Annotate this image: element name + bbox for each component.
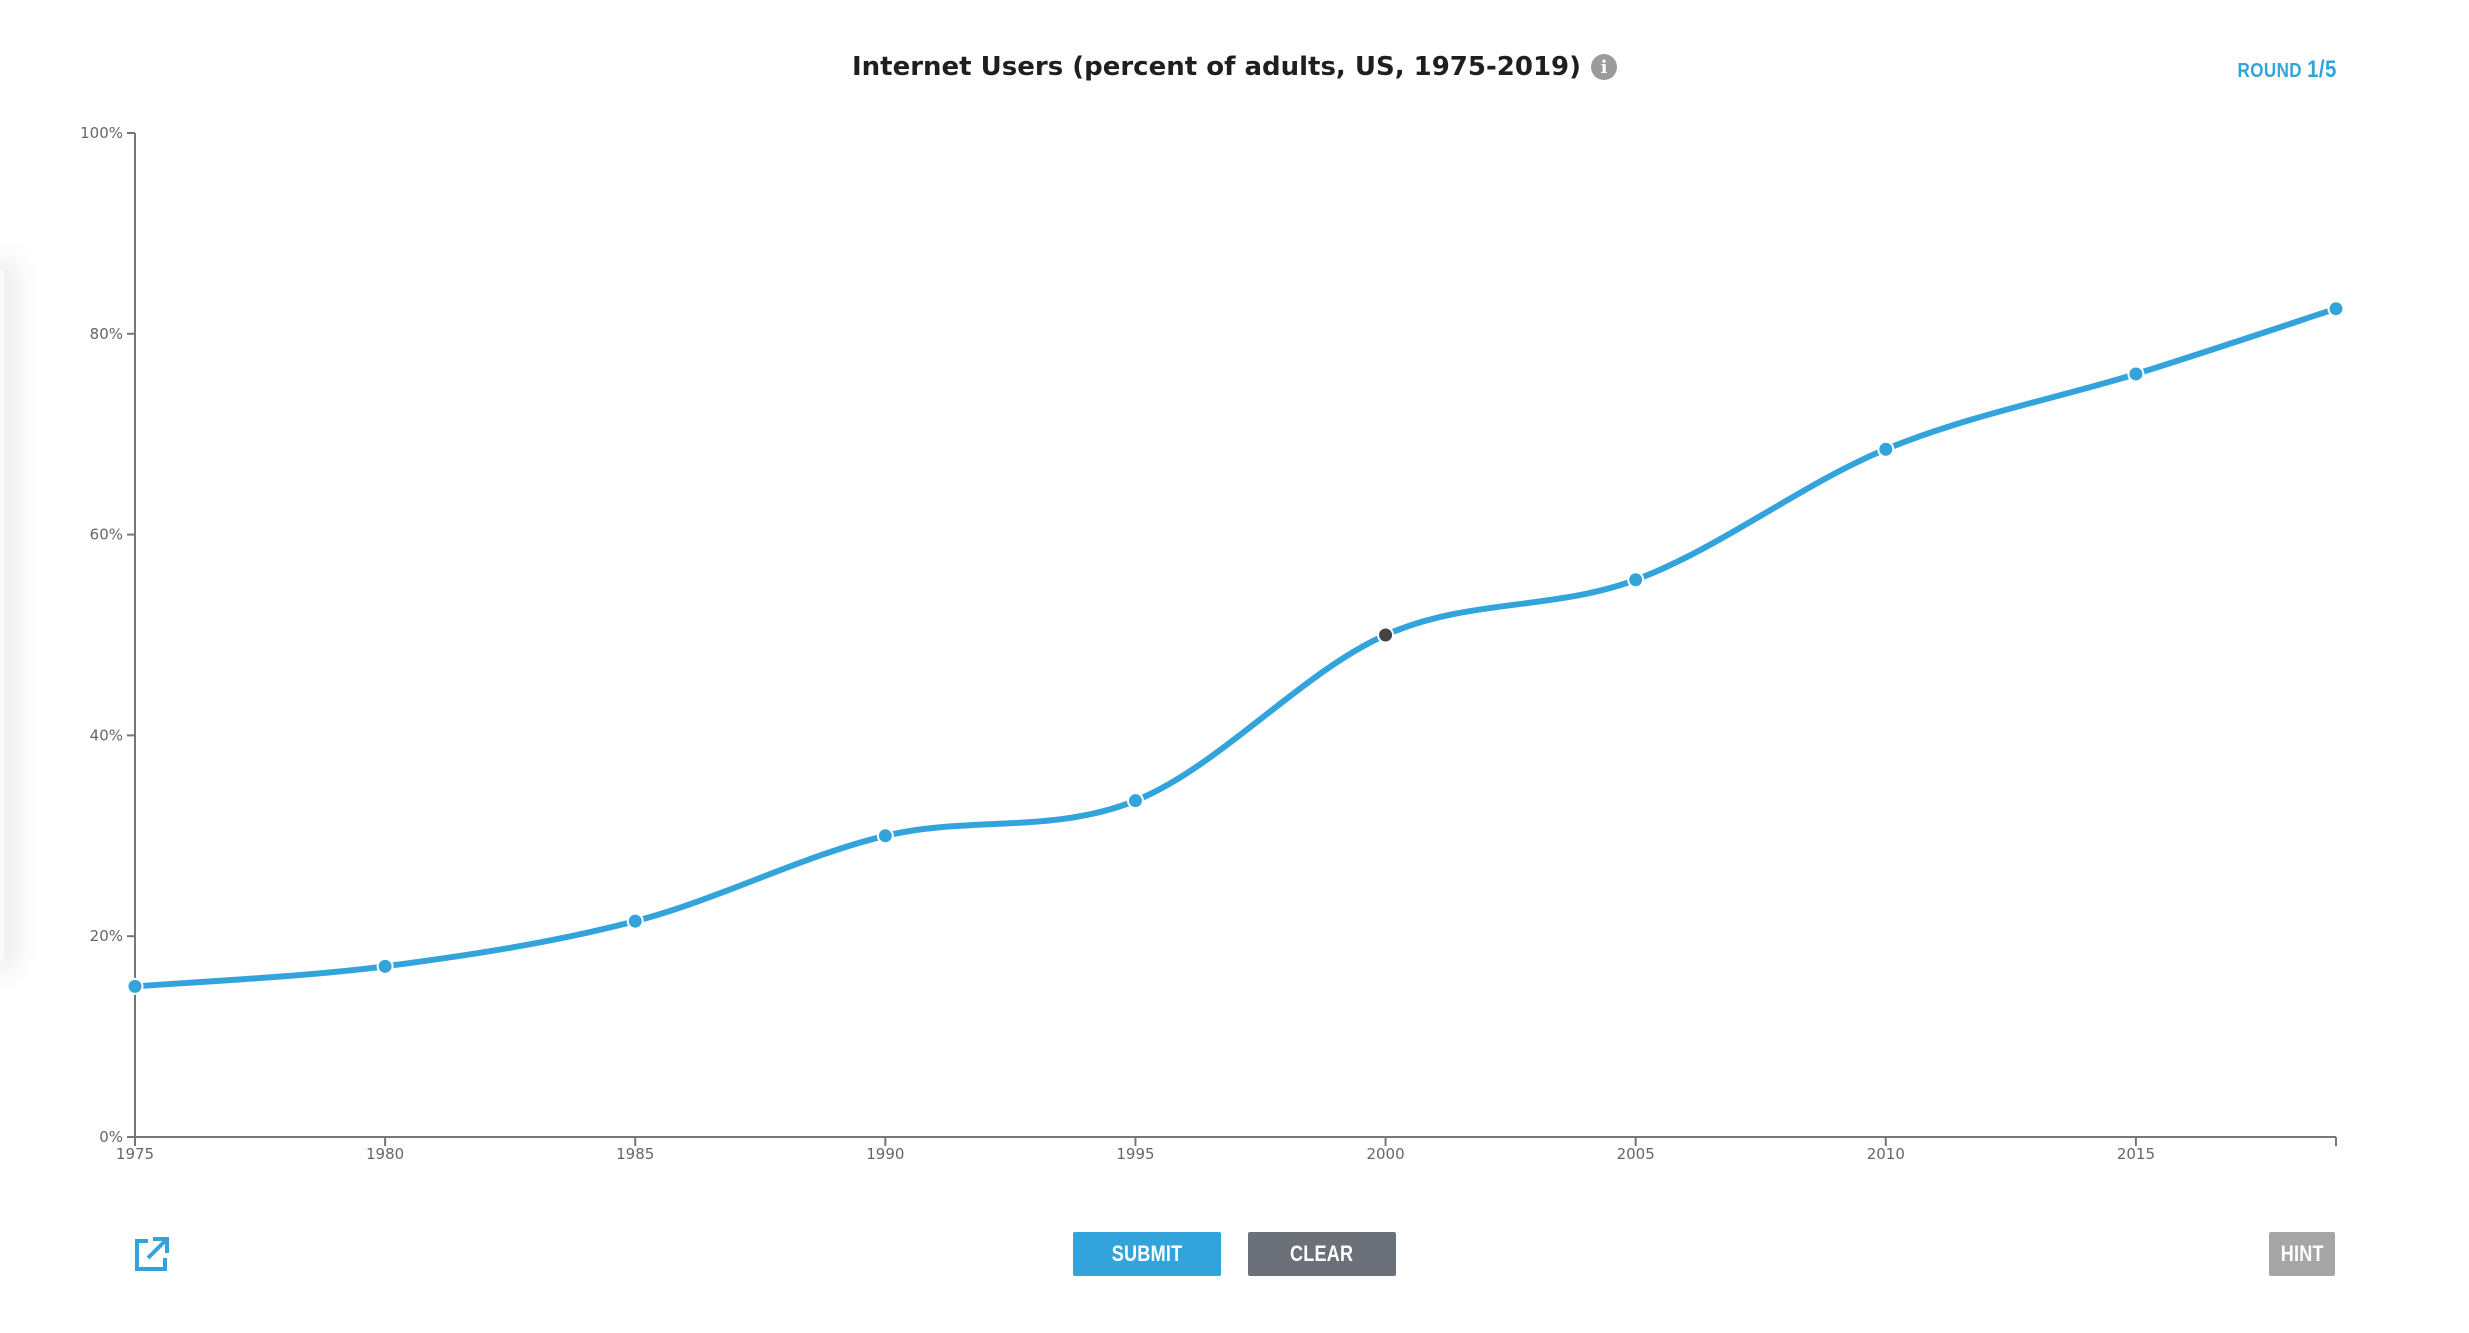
data-point[interactable] bbox=[626, 912, 644, 930]
chart-title: Internet Users (percent of adults, US, 1… bbox=[851, 52, 1582, 82]
data-point[interactable] bbox=[376, 957, 394, 975]
round-label: ROUND bbox=[2237, 60, 2303, 82]
data-point[interactable] bbox=[1627, 571, 1645, 589]
data-point[interactable] bbox=[2327, 300, 2345, 318]
x-tick-label: 2000 bbox=[1366, 1145, 1404, 1163]
x-tick-label: 1985 bbox=[616, 1145, 654, 1163]
clear-label: CLEAR bbox=[1290, 1241, 1354, 1266]
round-value: 1/5 bbox=[2307, 56, 2337, 83]
y-tick-label: 60% bbox=[90, 526, 123, 544]
data-point[interactable] bbox=[1877, 440, 1895, 458]
x-tick-label: 1975 bbox=[116, 1145, 154, 1163]
selected-data-point[interactable] bbox=[1377, 626, 1395, 644]
data-point[interactable] bbox=[876, 827, 894, 845]
series-line bbox=[132, 305, 2339, 990]
submit-label: SUBMIT bbox=[1111, 1241, 1183, 1266]
y-tick-label: 80% bbox=[90, 325, 123, 343]
data-point[interactable] bbox=[1126, 792, 1144, 810]
x-tick-label: 1995 bbox=[1116, 1145, 1154, 1163]
chart-header: Internet Users (percent of adults, US, 1… bbox=[0, 52, 2469, 82]
hint-button[interactable]: HINT bbox=[2269, 1232, 2335, 1276]
y-tick-label: 0% bbox=[99, 1128, 123, 1146]
round-indicator: ROUND 1/5 bbox=[2238, 56, 2337, 84]
x-tick-label: 1980 bbox=[366, 1145, 404, 1163]
hint-label: HINT bbox=[2280, 1241, 2324, 1266]
x-tick-label: 2015 bbox=[2117, 1145, 2155, 1163]
line-chart[interactable]: 0% 20% 40% 60% 80% 100% 1975 1980 1985 1990 1995 20… bbox=[0, 0, 2469, 1200]
submit-button[interactable]: SUBMIT bbox=[1073, 1232, 1221, 1276]
x-tick-label: 2010 bbox=[1867, 1145, 1905, 1163]
data-point[interactable] bbox=[2127, 365, 2145, 383]
y-tick-label: 20% bbox=[90, 927, 123, 945]
y-tick-label: 100% bbox=[80, 124, 123, 142]
x-tick-label: 1990 bbox=[866, 1145, 904, 1163]
x-tick-label: 2005 bbox=[1617, 1145, 1655, 1163]
clear-button[interactable]: CLEAR bbox=[1248, 1232, 1396, 1276]
y-tick-label: 40% bbox=[90, 726, 123, 744]
data-point[interactable] bbox=[126, 977, 144, 995]
info-icon[interactable]: i bbox=[1591, 54, 1618, 80]
external-link-icon[interactable] bbox=[132, 1236, 170, 1274]
